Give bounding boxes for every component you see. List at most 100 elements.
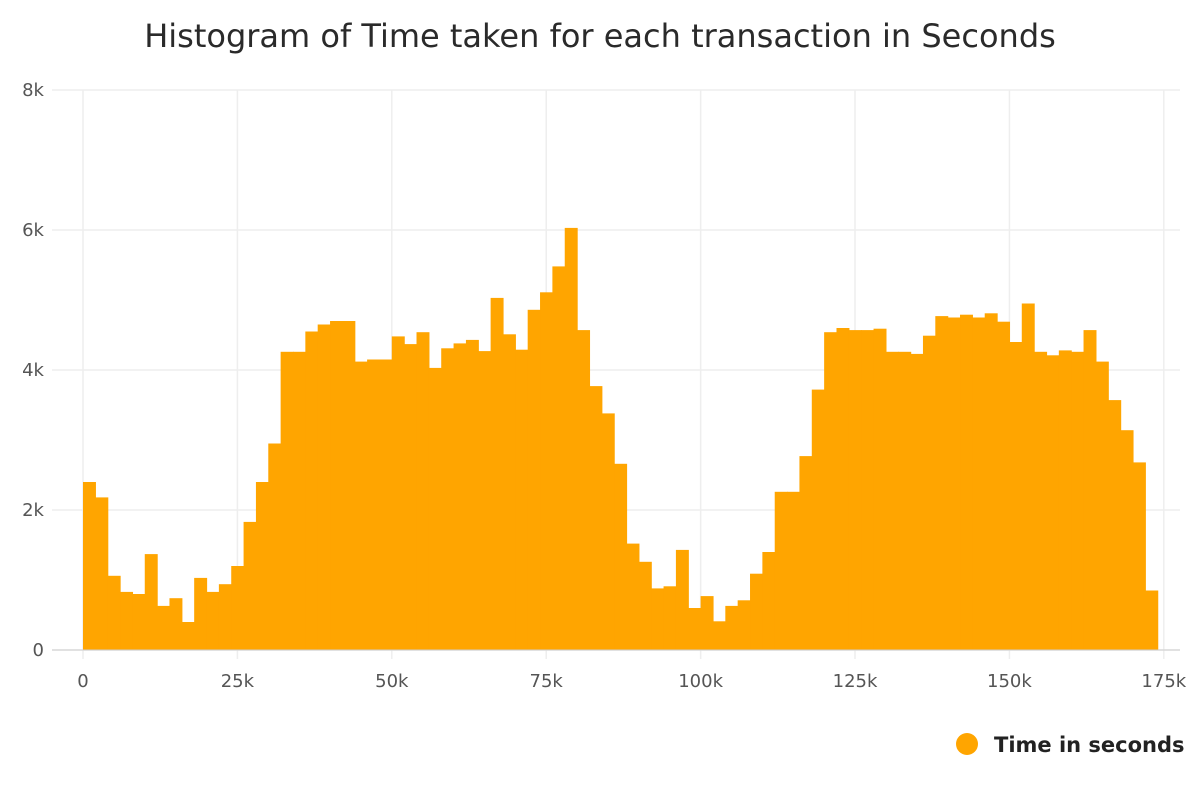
histogram-bar[interactable]	[1145, 590, 1159, 651]
histogram-bar[interactable]	[725, 605, 739, 650]
histogram-bar[interactable]	[120, 591, 134, 650]
histogram-bar[interactable]	[1120, 430, 1134, 650]
histogram-bar[interactable]	[762, 552, 776, 650]
y-tick-label: 0	[33, 640, 44, 661]
histogram-bar[interactable]	[885, 351, 899, 650]
histogram-bar[interactable]	[750, 573, 763, 650]
x-tick-label: 150k	[987, 671, 1032, 692]
histogram-bar[interactable]	[83, 482, 96, 650]
y-tick-label: 4k	[22, 360, 44, 381]
x-tick-label: 75k	[530, 671, 564, 692]
histogram-bar[interactable]	[428, 367, 442, 650]
histogram-bar[interactable]	[799, 456, 813, 650]
histogram-bar[interactable]	[700, 596, 714, 650]
x-tick-label: 100k	[678, 671, 723, 692]
histogram-bar[interactable]	[354, 361, 368, 650]
histogram-bar[interactable]	[774, 491, 788, 650]
histogram-bar[interactable]	[614, 463, 628, 650]
histogram-bar[interactable]	[947, 317, 961, 651]
histogram-bar[interactable]	[1046, 355, 1060, 650]
histogram-bar[interactable]	[787, 491, 801, 650]
histogram-bar[interactable]	[478, 351, 492, 650]
histogram-bar[interactable]	[688, 608, 702, 650]
histogram-bar[interactable]	[107, 575, 121, 650]
histogram-bar[interactable]	[663, 586, 677, 650]
histogram-bar[interactable]	[861, 330, 875, 650]
histogram-bar[interactable]	[292, 351, 306, 650]
histogram-bar[interactable]	[391, 336, 405, 650]
histogram-bar[interactable]	[169, 598, 183, 650]
histogram-bar[interactable]	[515, 349, 529, 650]
histogram-bar[interactable]	[824, 332, 838, 650]
histogram-bar[interactable]	[1034, 351, 1048, 650]
histogram-bar[interactable]	[836, 328, 850, 650]
histogram-bar[interactable]	[935, 316, 949, 650]
histogram-bar[interactable]	[441, 348, 455, 650]
histogram-bar[interactable]	[231, 566, 245, 650]
histogram-bar[interactable]	[367, 359, 381, 651]
histogram-bar[interactable]	[218, 584, 232, 650]
histogram-bar[interactable]	[675, 549, 689, 650]
histogram-bar[interactable]	[601, 413, 615, 650]
histogram-bar[interactable]	[317, 324, 331, 651]
histogram-bar[interactable]	[1071, 351, 1085, 650]
histogram-bar[interactable]	[95, 497, 109, 650]
histogram-bar[interactable]	[379, 359, 393, 651]
histogram-bar[interactable]	[577, 330, 591, 650]
histogram-bar[interactable]	[330, 321, 343, 650]
histogram-bar[interactable]	[305, 331, 319, 651]
histogram-bar[interactable]	[540, 292, 553, 650]
axis-layer: 0 2k 4k 6k 8k 0 25k 50k 75k 100k 125k 150k 175k	[22, 80, 1187, 692]
histogram-bar[interactable]	[255, 482, 269, 650]
histogram-bar[interactable]	[243, 521, 257, 650]
histogram-bar[interactable]	[910, 353, 924, 650]
histogram-bar[interactable]	[922, 335, 936, 650]
legend-marker[interactable]	[956, 733, 978, 755]
histogram-bar[interactable]	[626, 543, 640, 650]
histogram-bar[interactable]	[960, 314, 973, 650]
histogram-bar[interactable]	[527, 309, 541, 650]
histogram-bar[interactable]	[490, 297, 504, 650]
histogram-bar[interactable]	[1108, 400, 1122, 650]
histogram-bar[interactable]	[404, 344, 418, 650]
histogram-bar[interactable]	[181, 622, 195, 650]
histogram-bar[interactable]	[873, 328, 887, 650]
histogram-bar[interactable]	[651, 588, 665, 650]
histogram-bar[interactable]	[416, 332, 430, 650]
histogram-bar[interactable]	[1058, 350, 1072, 650]
histogram-bar[interactable]	[194, 577, 208, 650]
histogram-bar[interactable]	[589, 386, 603, 650]
histogram-bar[interactable]	[638, 561, 652, 650]
histogram-bar[interactable]	[564, 227, 578, 650]
legend-label[interactable]: Time in seconds	[994, 733, 1185, 757]
histogram-bar[interactable]	[1021, 303, 1035, 651]
histogram-bar[interactable]	[1009, 342, 1023, 650]
histogram-bar[interactable]	[1132, 462, 1146, 650]
histogram-bar[interactable]	[1083, 330, 1097, 650]
histogram-bar[interactable]	[1095, 361, 1109, 650]
histogram-bar[interactable]	[268, 443, 282, 651]
histogram-bar[interactable]	[132, 594, 146, 650]
histogram-bar[interactable]	[972, 317, 986, 651]
histogram-bar[interactable]	[984, 313, 998, 650]
histogram-bar[interactable]	[552, 266, 566, 650]
histogram-bar[interactable]	[206, 591, 220, 650]
y-tick-label: 6k	[22, 220, 44, 241]
histogram-bar[interactable]	[157, 605, 171, 650]
histogram-bar[interactable]	[144, 554, 158, 650]
histogram-bar[interactable]	[997, 321, 1011, 650]
histogram-bar[interactable]	[342, 321, 356, 650]
legend[interactable]: Time in seconds	[956, 733, 1185, 757]
histogram-bar[interactable]	[811, 389, 825, 650]
histogram-bar[interactable]	[712, 621, 726, 650]
histogram-bar[interactable]	[280, 351, 294, 650]
histogram-bar[interactable]	[465, 339, 479, 650]
histogram-bar[interactable]	[502, 334, 516, 650]
histogram-bar[interactable]	[453, 343, 467, 650]
histogram-bar[interactable]	[848, 330, 862, 650]
grid-layer	[52, 89, 1180, 659]
histogram-bar[interactable]	[898, 351, 912, 650]
histogram-bar[interactable]	[737, 600, 751, 650]
